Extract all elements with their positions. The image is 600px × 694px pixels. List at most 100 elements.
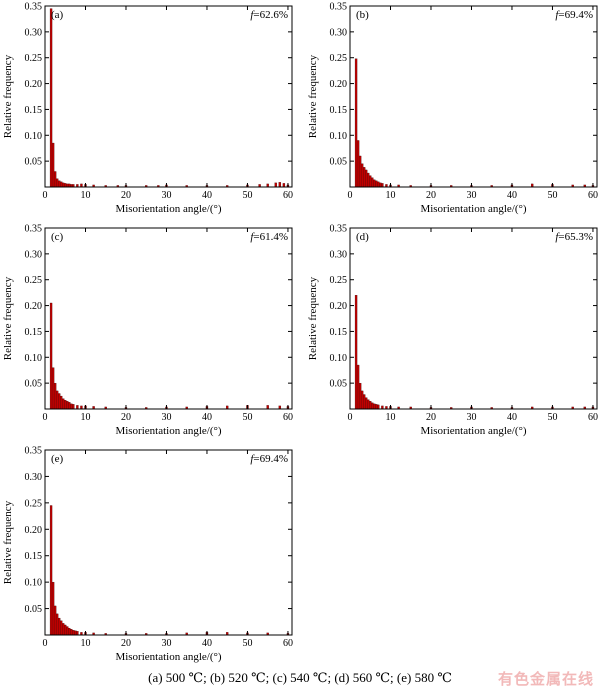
histogram-bar bbox=[58, 180, 61, 188]
histogram-bar bbox=[365, 169, 368, 188]
histogram-bar bbox=[358, 382, 362, 410]
x-tick-label: 60 bbox=[588, 190, 598, 201]
histogram-bar bbox=[58, 393, 61, 410]
histogram-bar bbox=[64, 624, 67, 636]
histogram-bar bbox=[51, 367, 55, 410]
x-tick-label: 10 bbox=[80, 190, 90, 201]
histogram-bar bbox=[360, 390, 364, 410]
y-tick-label: 0.25 bbox=[25, 53, 43, 64]
chart-panel: 0 10 20 30 40 50 60 0.05 0.10 0.15 0.20 0.25 0.30 0.3… bbox=[307, 2, 598, 216]
histogram-bar bbox=[377, 181, 380, 188]
histogram-bar bbox=[62, 623, 65, 636]
histogram-bar bbox=[369, 175, 372, 188]
histogram-bar bbox=[66, 626, 69, 636]
x-tick-label: 0 bbox=[43, 190, 48, 201]
y-tick-label: 0.30 bbox=[330, 27, 348, 38]
y-tick-label: 0.25 bbox=[25, 498, 43, 509]
histogram-bar bbox=[377, 404, 380, 410]
x-tick-label: 10 bbox=[80, 412, 90, 423]
histogram-bar bbox=[373, 403, 376, 410]
y-tick-label: 0.30 bbox=[25, 27, 43, 38]
histogram-bar bbox=[363, 167, 366, 188]
y-tick-label: 0.15 bbox=[25, 105, 43, 116]
x-tick-label: 50 bbox=[547, 190, 557, 201]
histogram-bar bbox=[367, 399, 370, 410]
histogram-bar bbox=[360, 163, 364, 188]
fraction-annotation: f=61.4% bbox=[250, 231, 288, 243]
x-axis-title: Misorientation angle/(°) bbox=[420, 425, 526, 437]
x-tick-label: 0 bbox=[43, 638, 48, 649]
histogram-bar bbox=[51, 142, 55, 188]
histogram-bar bbox=[274, 182, 277, 188]
y-tick-label: 0.35 bbox=[25, 224, 43, 235]
histogram-bar bbox=[356, 140, 360, 188]
histogram-bar bbox=[66, 401, 69, 410]
x-tick-label: 60 bbox=[283, 638, 293, 649]
plot-frame bbox=[349, 227, 598, 410]
histogram-bar bbox=[375, 404, 378, 410]
chart-panel: 0 10 20 30 40 50 60 0.05 0.10 0.15 0.20 0.25 0.30 0.3… bbox=[2, 2, 293, 216]
y-tick-label: 0.20 bbox=[25, 525, 43, 536]
y-tick-label: 0.15 bbox=[25, 327, 43, 338]
histogram-bar bbox=[72, 404, 75, 410]
histogram-bar bbox=[58, 617, 61, 636]
x-tick-label: 50 bbox=[242, 638, 252, 649]
x-tick-label: 60 bbox=[588, 412, 598, 423]
x-tick-label: 20 bbox=[121, 638, 131, 649]
fraction-annotation: f=65.3% bbox=[555, 231, 593, 243]
histogram-bar bbox=[354, 295, 358, 410]
fraction-annotation: f=62.6% bbox=[250, 9, 288, 21]
histogram-bar bbox=[371, 177, 374, 188]
histogram-bar bbox=[76, 631, 79, 636]
y-tick-label: 0.30 bbox=[25, 249, 43, 260]
x-axis-title: Misorientation angle/(°) bbox=[420, 203, 526, 215]
y-tick-label: 0.35 bbox=[25, 446, 43, 457]
y-tick-label: 0.20 bbox=[330, 79, 348, 90]
histogram-bar bbox=[60, 181, 63, 188]
histogram-bar bbox=[64, 400, 67, 410]
panel-label: (d) bbox=[356, 231, 369, 243]
histogram-bar bbox=[375, 180, 378, 188]
y-tick-label: 0.35 bbox=[330, 224, 348, 235]
y-tick-label: 0.20 bbox=[25, 301, 43, 312]
histogram-bar bbox=[369, 401, 372, 410]
y-tick-label: 0.15 bbox=[330, 105, 348, 116]
x-tick-label: 20 bbox=[121, 190, 131, 201]
histogram-bar bbox=[62, 398, 65, 410]
x-axis-title: Misorientation angle/(°) bbox=[115, 425, 221, 437]
x-tick-label: 50 bbox=[547, 412, 557, 423]
x-tick-label: 30 bbox=[466, 412, 476, 423]
fraction-annotation: f=69.4% bbox=[250, 453, 288, 465]
y-tick-label: 0.05 bbox=[25, 379, 43, 390]
histogram-bar bbox=[53, 605, 57, 636]
y-tick-label: 0.30 bbox=[330, 249, 348, 260]
histogram-bar bbox=[76, 405, 79, 410]
histogram-bar bbox=[72, 630, 75, 636]
histogram-bar bbox=[55, 178, 59, 188]
histogram-bar bbox=[266, 405, 269, 410]
x-tick-label: 20 bbox=[121, 412, 131, 423]
histogram-bar bbox=[354, 58, 358, 188]
histogram-bar bbox=[373, 179, 376, 188]
x-tick-label: 40 bbox=[202, 638, 212, 649]
y-tick-label: 0.30 bbox=[25, 472, 43, 483]
x-tick-label: 30 bbox=[161, 412, 171, 423]
y-tick-label: 0.25 bbox=[25, 275, 43, 286]
histogram-bar bbox=[70, 403, 73, 410]
histogram-bar bbox=[62, 182, 65, 188]
x-tick-label: 30 bbox=[161, 638, 171, 649]
histogram-bar bbox=[356, 364, 360, 410]
y-tick-label: 0.20 bbox=[330, 301, 348, 312]
y-tick-label: 0.05 bbox=[25, 157, 43, 168]
x-tick-label: 50 bbox=[242, 190, 252, 201]
x-tick-label: 20 bbox=[426, 190, 436, 201]
histogram-bar bbox=[68, 402, 71, 410]
y-tick-label: 0.25 bbox=[330, 275, 348, 286]
plot-frame bbox=[44, 227, 293, 410]
x-tick-label: 20 bbox=[426, 412, 436, 423]
y-tick-label: 0.10 bbox=[25, 353, 43, 364]
histogram-bar bbox=[371, 402, 374, 410]
histogram-bar bbox=[51, 581, 55, 636]
histogram-bar bbox=[55, 613, 59, 636]
